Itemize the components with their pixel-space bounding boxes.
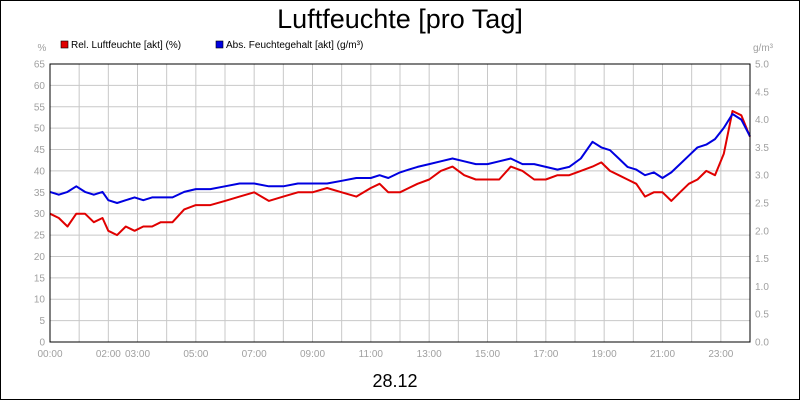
x-tick-label: 02:00	[96, 349, 121, 360]
x-tick-label: 00:00	[37, 349, 62, 360]
y-left-tick-label: 55	[34, 102, 46, 113]
y-right-tick-label: 0.0	[755, 338, 769, 349]
y-right-tick-label: 0.5	[755, 310, 769, 321]
y-left-tick-label: 5	[39, 316, 45, 327]
y-left-tick-label: 25	[34, 231, 46, 242]
x-tick-label: 05:00	[183, 349, 208, 360]
series-layer	[49, 110, 751, 237]
chart-title: Luftfeuchte [pro Tag]	[277, 4, 523, 34]
plot-area-border	[49, 63, 751, 343]
legend-swatch-abs	[215, 40, 224, 49]
tick-labels: 0 5 10 15 20 25 30 35 40 45 50 55 60 65 0.0 0.5 1.0 1.5 2.…	[34, 60, 769, 361]
y-left-tick-label: 35	[34, 188, 46, 199]
y-left-tick-label: 45	[34, 145, 46, 156]
y-right-tick-label: 5.0	[755, 60, 769, 71]
legend-label-abs: Abs. Feuchtegehalt [akt] (g/m³)	[226, 40, 363, 51]
y-right-tick-label: 1.5	[755, 254, 769, 265]
y-right-tick-label: 1.0	[755, 282, 769, 293]
legend-swatch-rel	[60, 40, 69, 49]
y-left-unit: %	[38, 43, 47, 54]
x-tick-label: 07:00	[242, 349, 267, 360]
x-tick-label: 03:00	[125, 349, 150, 360]
x-tick-label: 23:00	[708, 349, 733, 360]
y-left-tick-label: 0	[39, 338, 45, 349]
x-tick-label: 19:00	[592, 349, 617, 360]
date-label: 28.12	[372, 371, 417, 391]
x-tick-label: 09:00	[300, 349, 325, 360]
grid	[49, 63, 751, 343]
x-tick-label: 15:00	[475, 349, 500, 360]
y-right-tick-label: 2.5	[755, 199, 769, 210]
y-right-tick-label: 2.0	[755, 226, 769, 237]
y-left-tick-label: 40	[34, 166, 46, 177]
x-tick-label: 13:00	[417, 349, 442, 360]
y-right-unit: g/m³	[753, 43, 774, 54]
series-line-abs-humidity	[49, 113, 751, 204]
x-tick-label: 17:00	[533, 349, 558, 360]
y-left-tick-label: 65	[34, 60, 46, 71]
y-left-tick-label: 20	[34, 252, 46, 263]
y-left-tick-label: 15	[34, 273, 46, 284]
x-tick-label: 11:00	[359, 349, 384, 360]
y-left-tick-label: 50	[34, 124, 46, 135]
legend-label-rel: Rel. Luftfeuchte [akt] (%)	[71, 40, 181, 51]
y-right-tick-label: 4.5	[755, 87, 769, 98]
y-right-tick-label: 4.0	[755, 115, 769, 126]
y-right-tick-label: 3.5	[755, 143, 769, 154]
y-left-tick-label: 30	[34, 209, 46, 220]
series-line-rel-humidity	[49, 110, 751, 237]
y-right-tick-label: 3.0	[755, 171, 769, 182]
y-left-tick-label: 10	[34, 295, 46, 306]
x-tick-label: 21:00	[650, 349, 675, 360]
y-left-tick-label: 60	[34, 81, 46, 92]
